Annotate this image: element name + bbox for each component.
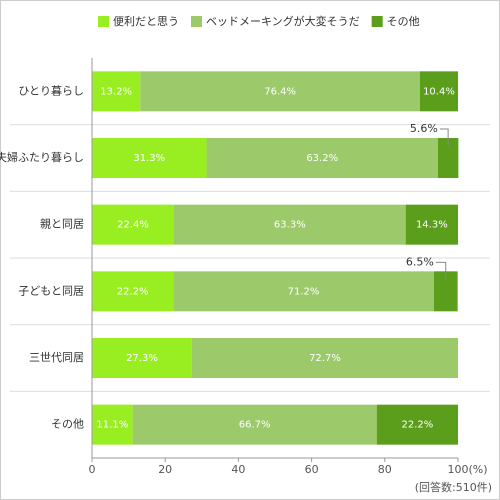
category-label: その他 <box>51 418 84 431</box>
value-label: 13.2% <box>100 86 132 97</box>
bar-segment <box>433 271 458 312</box>
bar-segment <box>405 204 458 245</box>
x-tick-label: 20 <box>158 463 172 476</box>
legend-swatch <box>191 16 202 27</box>
category-label: ひとり暮らし <box>18 83 84 97</box>
x-tick-label: 0 <box>89 463 96 476</box>
bar-segment <box>376 404 458 445</box>
x-tick-label: 60 <box>305 463 319 476</box>
bar-segment <box>132 404 377 445</box>
bar-segment <box>92 338 192 378</box>
bar-segment <box>173 271 434 312</box>
value-label: 72.7% <box>309 353 341 364</box>
legend-label: 便利だと思う <box>113 15 179 28</box>
value-label: 71.2% <box>288 286 320 297</box>
value-label: 31.3% <box>133 153 165 164</box>
legend-swatch <box>98 16 109 27</box>
category-label: 夫婦ふたり暮らし <box>0 150 84 164</box>
category-label: 子どもと同居 <box>18 284 84 297</box>
value-label: 11.1% <box>96 420 128 431</box>
bar-segment <box>437 138 459 178</box>
value-label: 10.4% <box>423 86 455 97</box>
x-unit: (%) <box>469 463 488 476</box>
value-label: 76.4% <box>264 86 296 97</box>
bar-segment <box>173 204 406 245</box>
bar-segment <box>92 404 133 445</box>
callout <box>435 261 447 280</box>
bar-segment <box>191 338 458 378</box>
bar-segment <box>92 271 174 312</box>
bar-segment <box>206 138 438 178</box>
x-tick-label: 100 <box>448 463 469 476</box>
x-tick-label: 80 <box>378 463 392 476</box>
callout <box>439 128 449 146</box>
value-label-outside: 5.6% <box>410 122 438 135</box>
category-label: 親と同居 <box>40 218 84 231</box>
bar-segment <box>419 71 458 112</box>
value-label: 22.2% <box>117 286 149 297</box>
bar-segment <box>140 71 420 112</box>
value-label: 22.4% <box>117 220 149 231</box>
value-label: 22.2% <box>401 420 433 431</box>
value-label: 14.3% <box>416 220 448 231</box>
bar-segment <box>92 204 174 245</box>
x-tick-label: 40 <box>231 463 245 476</box>
category-label: 三世代同居 <box>29 351 84 364</box>
legend-label: その他 <box>387 15 420 28</box>
legend-label: ベッドメーキングが大変そうだ <box>206 14 360 28</box>
value-label: 63.2% <box>306 153 338 164</box>
value-label: 27.3% <box>126 353 158 364</box>
bar-segment <box>92 138 207 178</box>
value-label: 63.3% <box>274 220 306 231</box>
value-label-outside: 6.5% <box>406 255 434 268</box>
legend-swatch <box>371 16 383 27</box>
note: (回答数:510件) <box>415 480 492 494</box>
bar-segment <box>92 71 141 112</box>
value-label: 66.7% <box>239 420 271 431</box>
